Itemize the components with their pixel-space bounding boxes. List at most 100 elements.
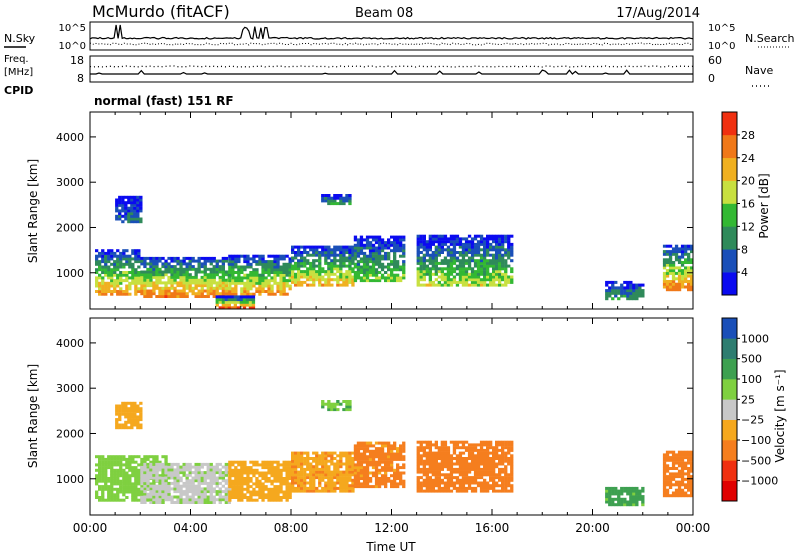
data-cell-4 (353, 243, 358, 247)
data-cell-9 (687, 244, 691, 248)
data-cell-0 (95, 249, 99, 253)
data-cell-3 (351, 278, 355, 282)
data-cell-5 (473, 465, 478, 469)
data-cell-5 (507, 462, 511, 466)
data-cell-5 (416, 242, 420, 246)
data-cell-5 (416, 446, 420, 450)
data-cell-9 (665, 252, 670, 256)
data-cell-2 (252, 471, 256, 475)
data-cell-2 (249, 292, 253, 296)
data-cell-6 (136, 418, 140, 422)
data-cell-2 (246, 466, 250, 470)
data-cell-8 (690, 461, 694, 465)
data-cell-8 (674, 458, 679, 462)
data-cell-5 (504, 467, 508, 471)
data-cell-3 (300, 245, 304, 249)
data-cell-2 (249, 279, 253, 283)
data-cell-3 (345, 278, 349, 282)
colorbar-tick-label: 12 (741, 220, 755, 233)
data-cell-3 (342, 272, 346, 276)
data-cell-2 (285, 498, 289, 502)
data-cell-5 (422, 478, 426, 482)
data-cell-5 (467, 240, 472, 244)
data-cell-6 (133, 423, 137, 427)
data-cell-0 (107, 487, 111, 491)
data-cell-8 (674, 467, 679, 470)
data-cell-2 (234, 292, 238, 296)
data-cell-5 (443, 283, 448, 287)
data-cell-3 (291, 465, 295, 469)
data-cell-5 (449, 462, 454, 466)
data-cell-5 (422, 448, 426, 452)
data-cell-9 (684, 269, 688, 273)
data-cell-3 (315, 272, 319, 276)
data-cell-7 (336, 202, 340, 206)
data-cell-4 (374, 271, 379, 274)
data-cell-5 (458, 489, 463, 493)
data-cell-10 (629, 289, 633, 293)
data-cell-2 (240, 493, 244, 497)
data-cell-2 (246, 279, 250, 283)
data-cell-4 (387, 279, 391, 283)
data-cell-3 (327, 459, 331, 463)
data-cell-1 (206, 256, 210, 260)
data-cell-0 (104, 471, 108, 475)
data-cell-5 (483, 267, 487, 271)
data-cell-2 (267, 260, 271, 264)
data-cell-0 (98, 479, 102, 483)
data-cell-3 (303, 272, 307, 276)
data-cell-2 (270, 276, 274, 280)
data-cell-5 (440, 448, 444, 452)
data-cell-9 (641, 503, 645, 507)
data-cell-1 (146, 270, 150, 274)
data-cell-5 (452, 242, 457, 246)
data-cell-4 (356, 254, 361, 258)
data-cell-1 (221, 278, 225, 282)
data-cell-2 (249, 479, 253, 483)
data-cell-5 (498, 248, 502, 252)
data-cell-2 (246, 260, 250, 264)
data-cell-4 (353, 449, 358, 453)
data-cell-5 (476, 267, 481, 271)
data-cell-0 (98, 281, 102, 285)
data-cell-1 (164, 262, 168, 266)
data-cell-1 (158, 275, 162, 279)
data-cell-1 (188, 471, 192, 475)
data-cell-6 (133, 404, 137, 408)
data-cell-3 (306, 467, 310, 471)
data-cell-1 (182, 481, 186, 485)
data-cell-2 (237, 279, 241, 283)
data-cell-3 (336, 267, 340, 271)
data-cell-5 (461, 459, 466, 463)
noise-right-tick-top: 10^5 (708, 23, 735, 34)
data-cell-5 (431, 237, 435, 241)
data-cell-4 (387, 254, 391, 258)
data-cell-1 (167, 484, 171, 488)
data-cell-4 (380, 273, 385, 277)
data-cell-1 (140, 275, 144, 279)
data-cell-4 (393, 249, 397, 253)
data-cell-4 (359, 276, 364, 280)
data-cell-5 (440, 478, 444, 482)
data-cell-1 (182, 484, 186, 488)
data-cell-1 (212, 256, 216, 260)
data-cell-5 (476, 283, 481, 287)
data-cell-5 (461, 283, 466, 287)
data-cell-4 (353, 466, 358, 470)
data-cell-3 (321, 470, 325, 474)
data-cell-3 (330, 272, 334, 276)
data-cell-5 (434, 467, 438, 471)
data-cell-2 (228, 273, 232, 277)
data-cell-5 (455, 481, 460, 485)
data-cell-9 (605, 500, 609, 504)
data-cell-3 (327, 454, 331, 458)
data-cell-3 (294, 481, 298, 485)
data-cell-1 (152, 484, 156, 488)
data-cell-4 (365, 477, 370, 480)
data-cell-8 (242, 303, 247, 307)
data-cell-5 (419, 446, 423, 450)
data-cell-7 (345, 408, 349, 412)
data-cell-8 (680, 461, 685, 465)
data-cell-1 (203, 492, 207, 496)
data-cell-5 (498, 253, 502, 257)
